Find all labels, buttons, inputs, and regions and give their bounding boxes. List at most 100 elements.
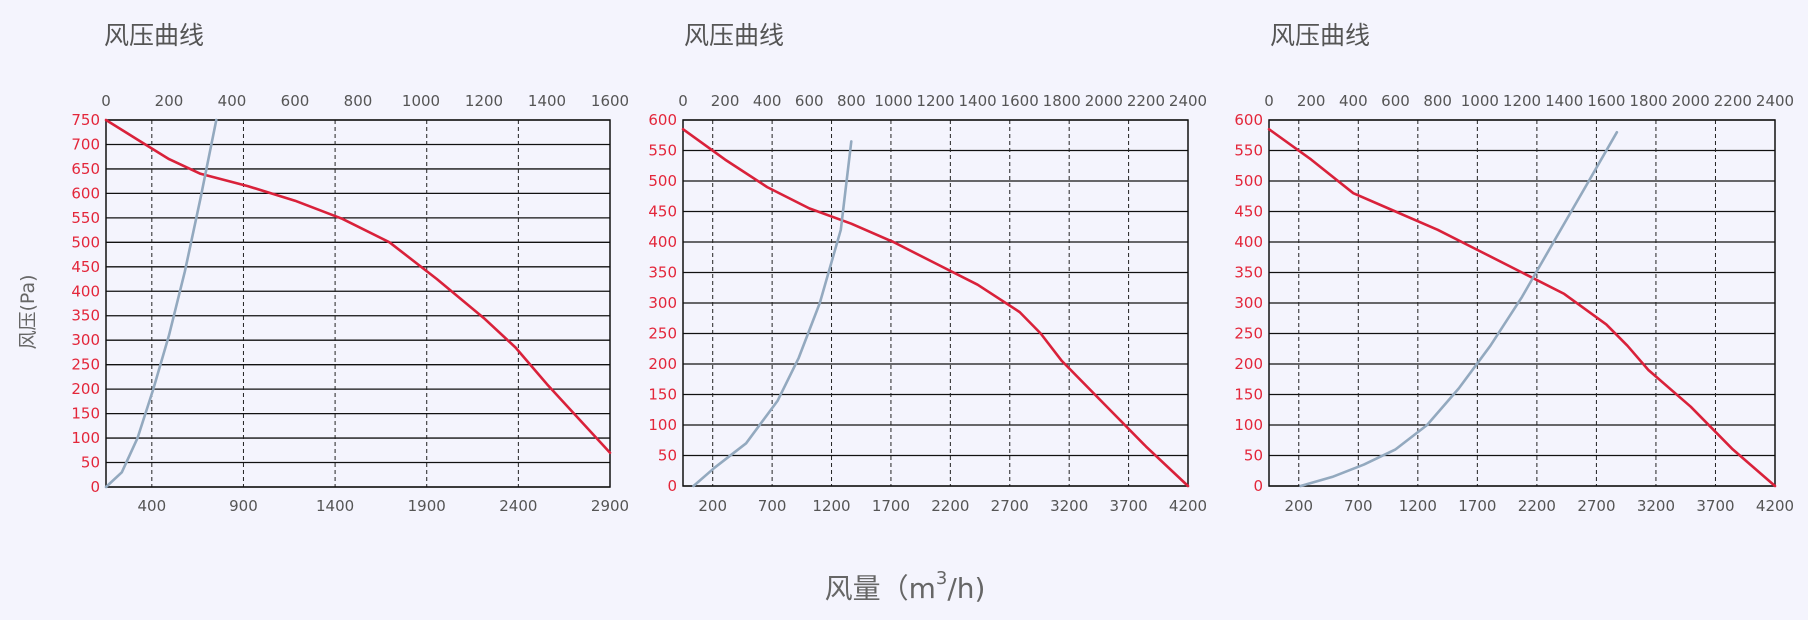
x-axis-label-superscript: 3 (936, 568, 947, 589)
y-tick-label: 600 (648, 111, 677, 129)
plot-frame (682, 119, 1189, 487)
y-tick-label: 150 (1234, 386, 1263, 404)
y-tick-label: 350 (648, 264, 677, 282)
top-tick-label: 1000 (874, 92, 912, 110)
y-tick-label: 350 (71, 307, 100, 325)
bottom-tick-label: 2400 (499, 497, 537, 515)
y-tick-label: 300 (1234, 294, 1263, 312)
y-tick-label: 0 (667, 477, 677, 495)
y-tick-label: 500 (648, 172, 677, 190)
y-tick-label: 300 (648, 294, 677, 312)
y-tick-label: 50 (1244, 447, 1263, 465)
top-tick-label: 0 (678, 92, 688, 110)
y-tick-label: 0 (1253, 477, 1263, 495)
y-tick-label: 550 (71, 209, 100, 227)
y-tick-label: 300 (71, 331, 100, 349)
chart-panel-2: 风压曲线 0 50 100 150 200 250 300 350 400 450 500 550 600… (648, 21, 1207, 515)
system-curve (692, 140, 853, 488)
y-tick-label: 550 (1234, 142, 1263, 160)
top-tick-label: 1600 (591, 92, 629, 110)
y-tick-label: 600 (71, 184, 100, 202)
bottom-tick-label: 700 (1344, 497, 1373, 515)
bottom-tick-label: 1400 (316, 497, 354, 515)
bottom-tick-label: 1700 (872, 497, 910, 515)
top-tick-label: 0 (101, 92, 111, 110)
pressure-curve (681, 127, 1190, 488)
top-tick-label: 2400 (1756, 92, 1794, 110)
bottom-tick-label: 3200 (1050, 497, 1088, 515)
bottom-tick-label: 1200 (1399, 497, 1437, 515)
top-tick-label: 200 (711, 92, 740, 110)
top-tick-label: 1800 (1043, 92, 1081, 110)
y-tick-label: 100 (1234, 416, 1263, 434)
top-tick-label: 2000 (1672, 92, 1710, 110)
y-tick-label: 200 (1234, 355, 1263, 373)
plot-frame (105, 119, 611, 488)
bottom-tick-label: 2200 (931, 497, 969, 515)
top-tick-label: 0 (1264, 92, 1274, 110)
chart-panel-1: 风压曲线 0 50 100 150 200 250 300 350 400 450 500 550 600… (71, 21, 629, 515)
y-tick-label: 100 (71, 429, 100, 447)
top-tick-label: 1400 (958, 92, 996, 110)
bottom-tick-label: 700 (758, 497, 787, 515)
top-tick-label: 200 (1297, 92, 1326, 110)
y-tick-label: 50 (658, 447, 677, 465)
y-tick-label: 450 (648, 203, 677, 221)
top-tick-label: 800 (837, 92, 866, 110)
pressure-curve (1267, 127, 1777, 488)
x-axis-label: 风量（m3/h) (825, 568, 986, 605)
bottom-tick-label: 2900 (591, 497, 629, 515)
bottom-tick-label: 2700 (991, 497, 1029, 515)
top-tick-label: 800 (344, 92, 373, 110)
plot-frame (1268, 119, 1776, 487)
x-axis-label-prefix: 风量（m (825, 572, 936, 605)
y-tick-label: 500 (1234, 172, 1263, 190)
y-tick-label: 400 (1234, 233, 1263, 251)
top-tick-label: 200 (155, 92, 184, 110)
top-tick-label: 1800 (1629, 92, 1667, 110)
y-tick-label: 200 (71, 380, 100, 398)
top-tick-label: 2200 (1127, 92, 1165, 110)
y-tick-label: 400 (71, 282, 100, 300)
bottom-tick-label: 200 (1284, 497, 1313, 515)
bottom-tick-label: 1700 (1458, 497, 1496, 515)
top-tick-label: 600 (795, 92, 824, 110)
bottom-tick-label: 2200 (1518, 497, 1556, 515)
bottom-tick-label: 2700 (1577, 497, 1615, 515)
chart-title: 风压曲线 (1270, 21, 1370, 50)
bottom-tick-label: 3200 (1637, 497, 1675, 515)
chart-title: 风压曲线 (684, 21, 784, 50)
y-tick-label: 0 (90, 478, 100, 496)
top-tick-label: 2200 (1714, 92, 1752, 110)
y-axis-label: 风压(Pa) (17, 274, 39, 349)
top-tick-label: 2000 (1085, 92, 1123, 110)
y-tick-label: 450 (1234, 203, 1263, 221)
y-tick-label: 700 (71, 135, 100, 153)
y-tick-label: 750 (71, 111, 100, 129)
y-tick-label: 250 (71, 356, 100, 374)
y-tick-label: 200 (648, 355, 677, 373)
top-tick-label: 1600 (1001, 92, 1039, 110)
y-tick-label: 650 (71, 160, 100, 178)
bottom-tick-label: 4200 (1169, 497, 1207, 515)
system-curve (1299, 130, 1619, 488)
top-tick-label: 2400 (1169, 92, 1207, 110)
y-tick-label: 150 (648, 386, 677, 404)
top-tick-label: 1200 (1503, 92, 1541, 110)
y-tick-label: 50 (81, 454, 100, 472)
top-tick-label: 1600 (1587, 92, 1625, 110)
top-tick-label: 600 (281, 92, 310, 110)
top-tick-label: 1400 (1545, 92, 1583, 110)
top-tick-label: 1000 (1461, 92, 1499, 110)
top-tick-label: 400 (753, 92, 782, 110)
y-tick-label: 600 (1234, 111, 1263, 129)
bottom-tick-label: 1200 (812, 497, 850, 515)
bottom-tick-label: 200 (698, 497, 727, 515)
y-tick-label: 250 (648, 325, 677, 343)
bottom-tick-label: 4200 (1756, 497, 1794, 515)
top-tick-label: 1400 (528, 92, 566, 110)
bottom-tick-label: 1900 (408, 497, 446, 515)
y-tick-label: 500 (71, 233, 100, 251)
top-tick-label: 1000 (402, 92, 440, 110)
